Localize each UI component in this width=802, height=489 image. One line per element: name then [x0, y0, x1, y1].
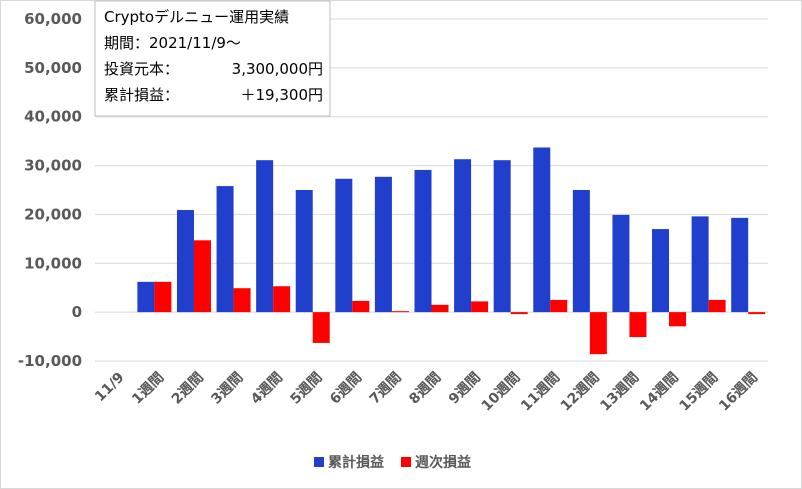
info-period: 期間：2021/11/9～ [104, 34, 241, 52]
bar-cumulative [374, 176, 392, 313]
legend-label-cumulative: 累計損益 [328, 454, 384, 471]
y-tick-label: 10,000 [24, 254, 82, 272]
y-tick-label: 60,000 [24, 10, 82, 28]
bar-weekly [273, 286, 291, 313]
legend-swatch-cumulative [314, 457, 324, 467]
bar-cumulative [295, 190, 313, 313]
y-axis-ticks: 60,000 50,000 40,000 30,000 20,000 10,000 0 -10… [18, 10, 82, 370]
bar-weekly [391, 311, 409, 313]
bar-weekly [233, 288, 251, 313]
bar-cumulative [731, 217, 749, 313]
bar-cumulative [533, 147, 551, 313]
bar-cumulative [414, 169, 432, 313]
y-tick-label: -10,000 [18, 352, 82, 370]
y-tick-label: 30,000 [24, 157, 82, 175]
info-pnl-label: 累計損益： [104, 86, 179, 104]
bar-cumulative [137, 281, 155, 313]
info-principal-value: 3,300,000円 [232, 60, 323, 78]
info-principal-label: 投資元本： [104, 60, 179, 78]
info-box: Cryptoデルニュー運用実績 期間：2021/11/9～ 投資元本： 3,30… [94, 0, 331, 117]
legend-swatch-weekly [401, 457, 411, 467]
bar-weekly [510, 312, 528, 315]
bar-weekly [352, 300, 370, 313]
bar-weekly [312, 312, 330, 343]
bar-cumulative [652, 229, 670, 313]
bar-weekly [550, 299, 568, 313]
bar-weekly [154, 281, 172, 313]
info-pnl-value: ＋19,300円 [241, 86, 324, 104]
info-title: Cryptoデルニュー運用実績 [104, 8, 289, 26]
y-tick-label: 0 [72, 303, 82, 321]
bar-weekly [431, 304, 449, 313]
legend: 累計損益 週次損益 [314, 454, 471, 471]
bar-weekly [629, 312, 647, 338]
bar-cumulative [691, 216, 709, 313]
bar-weekly [589, 312, 607, 355]
bar-cumulative [176, 210, 194, 313]
bar-cumulative [493, 160, 511, 313]
bar-weekly [471, 301, 489, 313]
bar-cumulative [572, 190, 590, 313]
bar-cumulative [256, 160, 274, 313]
legend-label-weekly: 週次損益 [415, 454, 471, 471]
y-tick-label: 50,000 [24, 59, 82, 77]
bar-cumulative [454, 159, 472, 313]
bar-weekly [748, 312, 766, 315]
bar-weekly [708, 299, 726, 313]
y-tick-label: 20,000 [24, 205, 82, 223]
info-box-frame [94, 0, 331, 117]
bar-weekly [193, 240, 211, 313]
bar-cumulative [335, 178, 353, 313]
bar-weekly [669, 312, 687, 327]
bars [137, 147, 766, 355]
bar-cumulative [612, 214, 630, 313]
y-tick-label: 40,000 [24, 108, 82, 126]
bar-cumulative [216, 186, 234, 313]
